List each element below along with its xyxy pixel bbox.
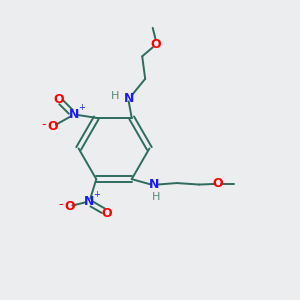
Text: -: - (58, 198, 63, 211)
Text: +: + (78, 103, 85, 112)
Text: O: O (64, 200, 75, 213)
Text: O: O (212, 178, 223, 190)
Text: N: N (124, 92, 134, 105)
Text: O: O (53, 93, 64, 106)
Text: N: N (149, 178, 159, 191)
Text: N: N (69, 108, 79, 121)
Text: +: + (93, 190, 100, 199)
Text: H: H (152, 192, 160, 202)
Text: N: N (84, 195, 94, 208)
Text: O: O (47, 120, 58, 133)
Text: H: H (111, 91, 119, 101)
Text: -: - (42, 118, 46, 131)
Text: O: O (101, 207, 112, 220)
Text: O: O (150, 38, 161, 51)
